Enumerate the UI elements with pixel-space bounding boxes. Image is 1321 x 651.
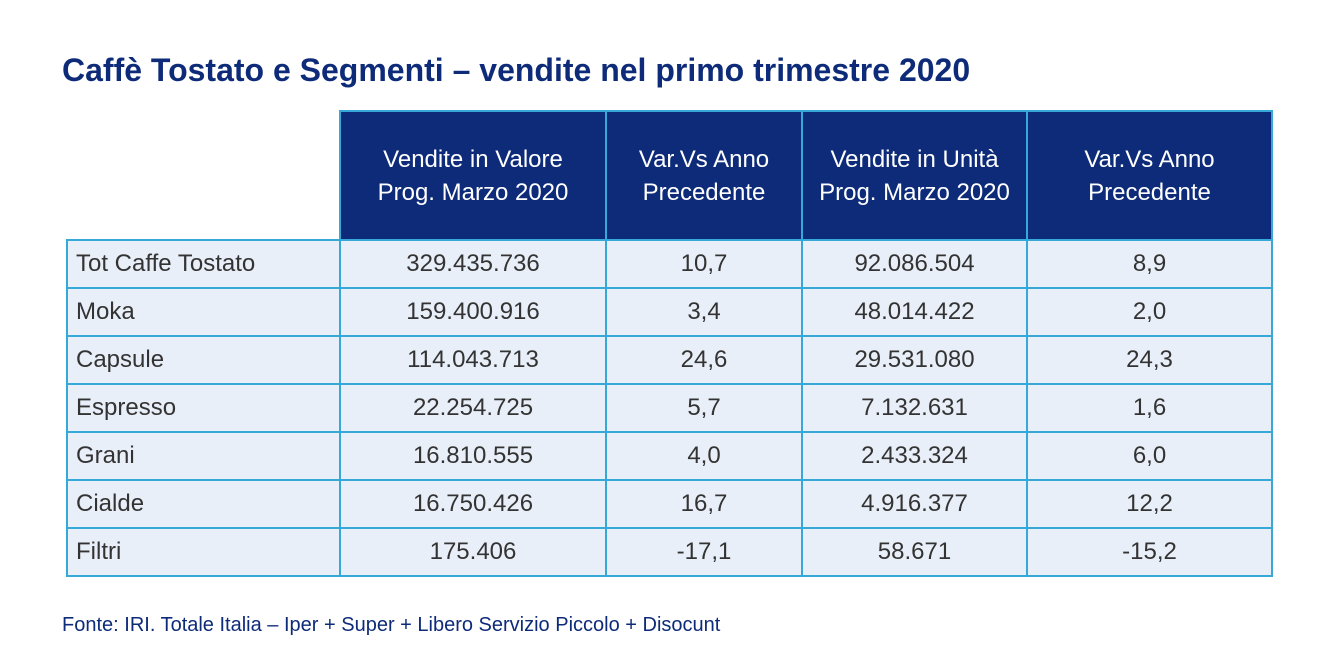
cell-vendite-unita: 29.531.080 <box>801 335 1028 385</box>
cell-var-unita: 12,2 <box>1026 479 1273 529</box>
column-header-vendite-valore: Vendite in Valore Prog. Marzo 2020 <box>339 110 607 241</box>
table-row: Tot Caffe Tostato 329.435.736 10,7 92.08… <box>66 239 1273 289</box>
cell-vendite-unita: 7.132.631 <box>801 383 1028 433</box>
cell-vendite-unita: 2.433.324 <box>801 431 1028 481</box>
cell-var-unita: 24,3 <box>1026 335 1273 385</box>
row-label: Moka <box>66 287 341 337</box>
cell-vendite-valore: 114.043.713 <box>339 335 607 385</box>
page-title: Caffè Tostato e Segmenti – vendite nel p… <box>62 52 971 88</box>
header-line: Precedente <box>642 178 766 206</box>
table-row: Espresso 22.254.725 5,7 7.132.631 1,6 <box>66 383 1273 433</box>
table-row: Filtri 175.406 -17,1 58.671 -15,2 <box>66 527 1273 577</box>
row-label: Filtri <box>66 527 341 577</box>
column-header-var-unita: Var.Vs Anno Precedente <box>1026 110 1273 241</box>
table-corner-cell <box>67 111 341 241</box>
table-row: Capsule 114.043.713 24,6 29.531.080 24,3 <box>66 335 1273 385</box>
cell-vendite-valore: 329.435.736 <box>339 239 607 289</box>
header-line: Prog. Marzo 2020 <box>377 178 569 206</box>
row-label: Espresso <box>66 383 341 433</box>
cell-var-valore: 4,0 <box>605 431 803 481</box>
source-note: Fonte: IRI. Totale Italia – Iper + Super… <box>62 614 721 636</box>
cell-vendite-unita: 92.086.504 <box>801 239 1028 289</box>
cell-var-valore: 5,7 <box>605 383 803 433</box>
cell-vendite-valore: 159.400.916 <box>339 287 607 337</box>
row-label: Grani <box>66 431 341 481</box>
cell-var-unita: 8,9 <box>1026 239 1273 289</box>
row-label: Cialde <box>66 479 341 529</box>
header-line: Vendite in Valore <box>383 145 563 173</box>
cell-vendite-valore: 22.254.725 <box>339 383 607 433</box>
table-row: Cialde 16.750.426 16,7 4.916.377 12,2 <box>66 479 1273 529</box>
column-header-var-valore: Var.Vs Anno Precedente <box>605 110 803 241</box>
cell-var-unita: 6,0 <box>1026 431 1273 481</box>
cell-var-valore: 24,6 <box>605 335 803 385</box>
row-label: Capsule <box>66 335 341 385</box>
row-label: Tot Caffe Tostato <box>66 239 341 289</box>
table-row: Moka 159.400.916 3,4 48.014.422 2,0 <box>66 287 1273 337</box>
cell-vendite-unita: 58.671 <box>801 527 1028 577</box>
cell-var-unita: 2,0 <box>1026 287 1273 337</box>
table-row: Grani 16.810.555 4,0 2.433.324 6,0 <box>66 431 1273 481</box>
cell-var-valore: -17,1 <box>605 527 803 577</box>
cell-vendite-valore: 16.750.426 <box>339 479 607 529</box>
cell-vendite-unita: 4.916.377 <box>801 479 1028 529</box>
sales-table: Vendite in Valore Prog. Marzo 2020 Var.V… <box>66 110 1273 577</box>
cell-var-unita: 1,6 <box>1026 383 1273 433</box>
header-line: Precedente <box>1088 178 1211 206</box>
header-line: Prog. Marzo 2020 <box>819 178 1010 206</box>
cell-vendite-valore: 175.406 <box>339 527 607 577</box>
cell-var-valore: 16,7 <box>605 479 803 529</box>
column-header-vendite-unita: Vendite in Unità Prog. Marzo 2020 <box>801 110 1028 241</box>
cell-var-valore: 10,7 <box>605 239 803 289</box>
cell-vendite-unita: 48.014.422 <box>801 287 1028 337</box>
cell-var-unita: -15,2 <box>1026 527 1273 577</box>
header-line: Vendite in Unità <box>830 145 999 173</box>
table-header-row: Vendite in Valore Prog. Marzo 2020 Var.V… <box>67 110 1273 241</box>
cell-vendite-valore: 16.810.555 <box>339 431 607 481</box>
cell-var-valore: 3,4 <box>605 287 803 337</box>
header-line: Var.Vs Anno <box>638 145 770 173</box>
header-line: Var.Vs Anno <box>1084 145 1215 173</box>
